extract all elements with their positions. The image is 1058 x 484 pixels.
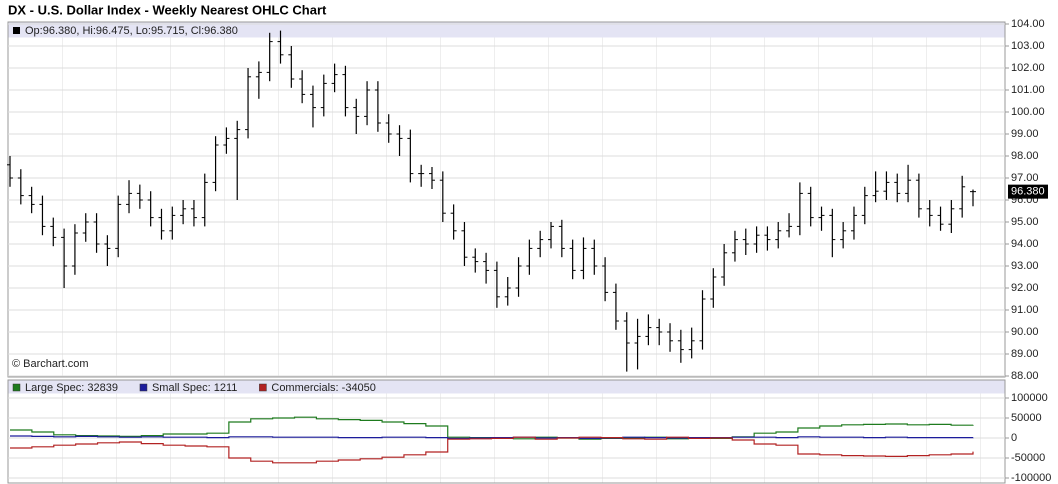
y-tick-label: 103.00 [1011, 40, 1045, 52]
ohlc-legend: Op:96.380, Hi:96.475, Lo:95.715, Cl:96.3… [25, 25, 238, 37]
y-tick-label: 89.00 [1011, 348, 1039, 360]
y-tick-label: 90.00 [1011, 326, 1039, 338]
y-tick-label: 100.00 [1011, 106, 1045, 118]
legend-swatch [259, 383, 267, 392]
y-tick-label: 100000 [1011, 392, 1048, 404]
y-tick-label: 94.00 [1011, 238, 1039, 250]
y-tick-label: 50000 [1011, 412, 1042, 424]
legend-label: Large Spec: 32839 [25, 382, 118, 394]
y-tick-label: 102.00 [1011, 62, 1045, 74]
y-tick-label: 92.00 [1011, 282, 1039, 294]
y-tick-label: 101.00 [1011, 84, 1045, 96]
last-price-box [1008, 184, 1048, 199]
y-tick-label: 91.00 [1011, 304, 1039, 316]
legend-label: Commercials: -34050 [271, 382, 376, 394]
y-tick-label: 95.00 [1011, 216, 1039, 228]
source: © Barchart.com [12, 358, 89, 370]
cot-line [10, 436, 974, 464]
cot-legend-band [8, 380, 1005, 394]
cot-panel [7, 379, 1006, 484]
y-tick-label: 98.00 [1011, 150, 1039, 162]
price-legend-band [8, 22, 1005, 38]
legend-swatch [139, 383, 148, 392]
y-tick-label: 93.00 [1011, 260, 1039, 272]
y-tick-label: 99.00 [1011, 128, 1039, 140]
last-price-label: 96.380 [1011, 186, 1045, 198]
legend-swatch [13, 27, 20, 34]
y-tick-label: -100000 [1011, 472, 1051, 484]
y-tick-label: 104.00 [1011, 18, 1045, 30]
legend-label: Small Spec: 1211 [152, 382, 237, 394]
legend-swatch [12, 383, 21, 392]
y-tick-label: 97.00 [1011, 172, 1039, 184]
y-tick-label: -50000 [1011, 452, 1045, 464]
y-tick-label: 88.00 [1011, 370, 1039, 382]
chart-title: DX - U.S. Dollar Index - Weekly Nearest … [8, 2, 327, 17]
cot-line [10, 435, 974, 439]
y-tick-label: 0 [1011, 432, 1017, 444]
